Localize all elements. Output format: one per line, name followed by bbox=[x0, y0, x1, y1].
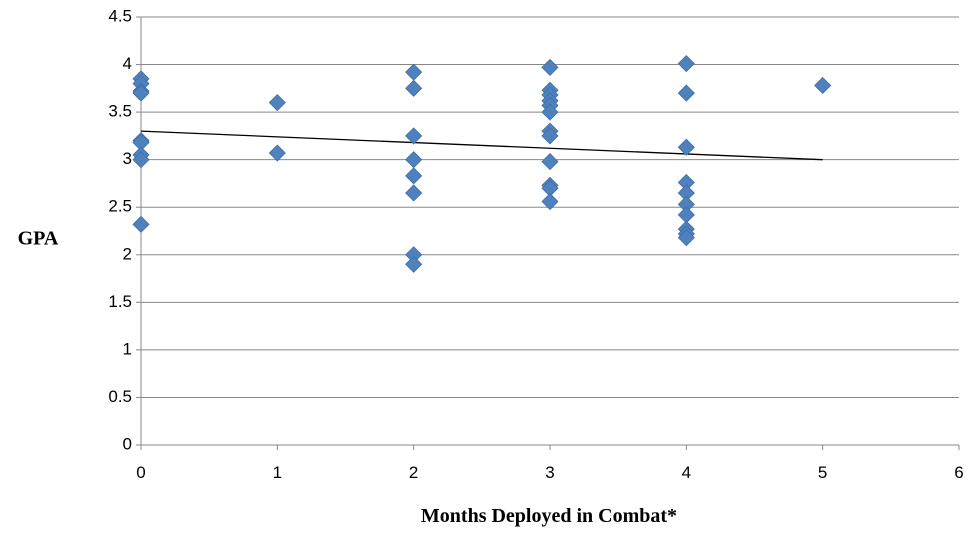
data-point bbox=[132, 151, 150, 169]
data-point bbox=[541, 192, 559, 211]
y-tick-label: 4.5 bbox=[108, 6, 132, 25]
y-tick-label: 0.5 bbox=[108, 387, 132, 406]
data-point bbox=[541, 153, 559, 171]
data-point bbox=[677, 229, 695, 247]
x-tick-label: 5 bbox=[818, 463, 827, 482]
data-point bbox=[677, 138, 695, 156]
x-tick-labels: 0 1 2 3 4 5 6 bbox=[136, 463, 963, 482]
y-tick-label: 1.5 bbox=[108, 292, 132, 311]
data-point bbox=[132, 215, 150, 233]
y-tick-label: 2.5 bbox=[108, 197, 132, 216]
x-tick-label: 1 bbox=[273, 463, 282, 482]
axes bbox=[136, 16, 960, 450]
data-points bbox=[132, 55, 832, 273]
data-point bbox=[541, 127, 559, 145]
data-point bbox=[677, 84, 695, 102]
data-point bbox=[405, 63, 423, 81]
y-tick-label: 3.5 bbox=[108, 102, 132, 121]
data-point bbox=[541, 58, 559, 76]
data-point bbox=[405, 167, 423, 185]
x-axis-title: Months Deployed in Combat* bbox=[421, 505, 677, 527]
x-tick-label: 2 bbox=[409, 463, 418, 482]
y-tick-label: 4 bbox=[123, 54, 132, 73]
data-point bbox=[405, 79, 423, 97]
data-point bbox=[405, 127, 423, 145]
data-point bbox=[268, 144, 286, 162]
y-axis-title: GPA bbox=[18, 228, 59, 250]
data-point bbox=[814, 76, 832, 95]
y-tick-labels: 0 0.5 1 1.5 2 2.5 3 3.5 4 4.5 bbox=[108, 6, 132, 453]
x-tick-label: 6 bbox=[954, 463, 963, 482]
y-tick-label: 0 bbox=[123, 434, 132, 453]
data-point bbox=[405, 151, 423, 169]
data-point bbox=[268, 94, 286, 112]
trendline-layer bbox=[140, 130, 823, 161]
y-tick-label: 2 bbox=[123, 244, 132, 263]
x-tick-label: 0 bbox=[136, 463, 145, 482]
data-point bbox=[132, 84, 150, 102]
data-point bbox=[677, 206, 695, 224]
trendline bbox=[140, 130, 823, 161]
data-point bbox=[405, 184, 423, 202]
y-tick-label: 3 bbox=[123, 149, 132, 168]
x-tick-label: 4 bbox=[682, 463, 691, 482]
x-tick-label: 3 bbox=[545, 463, 554, 482]
data-point bbox=[541, 103, 559, 121]
y-tick-label: 1 bbox=[123, 339, 132, 358]
data-point bbox=[405, 255, 423, 273]
data-point bbox=[677, 55, 695, 73]
